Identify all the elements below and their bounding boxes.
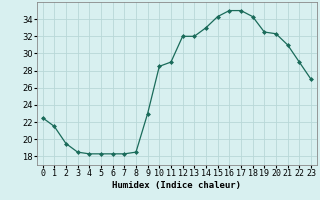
X-axis label: Humidex (Indice chaleur): Humidex (Indice chaleur)	[112, 181, 241, 190]
